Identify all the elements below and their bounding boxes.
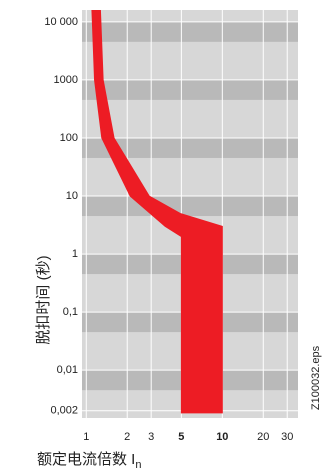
x-tick-label: 10 bbox=[216, 431, 228, 443]
x-tick-label: 5 bbox=[178, 431, 184, 443]
x-axis-label: 额定电流倍数 In bbox=[37, 451, 141, 471]
y-tick-label: 1 bbox=[72, 248, 78, 260]
y-tick-label: 10 bbox=[66, 190, 78, 202]
y-tick-label: 0,01 bbox=[57, 364, 78, 376]
y-tick-label: 0,1 bbox=[63, 306, 78, 318]
y-tick-label: 100 bbox=[60, 132, 78, 144]
band-edge bbox=[91, 9, 182, 414]
x-axis-label-main: 额定电流倍数 I bbox=[37, 451, 135, 468]
stripe bbox=[82, 137, 298, 158]
x-tick-label: 1 bbox=[83, 431, 89, 443]
band-edge bbox=[99, 9, 223, 414]
x-tick-label: 20 bbox=[257, 431, 269, 443]
stripe bbox=[82, 79, 298, 100]
annotation: Z100032.eps bbox=[310, 345, 322, 410]
stripe bbox=[82, 196, 298, 217]
stripe bbox=[82, 21, 298, 42]
x-axis-label-sub: n bbox=[135, 459, 141, 471]
x-tick-label: 30 bbox=[281, 431, 293, 443]
x-tick-label: 2 bbox=[124, 431, 130, 443]
band-area bbox=[91, 10, 223, 414]
y-axis-label: 脱扣时间 (秒) bbox=[35, 255, 52, 344]
y-tick-label: 10 000 bbox=[44, 16, 78, 28]
y-tick-label: 1000 bbox=[54, 74, 78, 86]
y-tick-label: 0,002 bbox=[50, 405, 78, 417]
x-tick-label: 3 bbox=[148, 431, 154, 443]
